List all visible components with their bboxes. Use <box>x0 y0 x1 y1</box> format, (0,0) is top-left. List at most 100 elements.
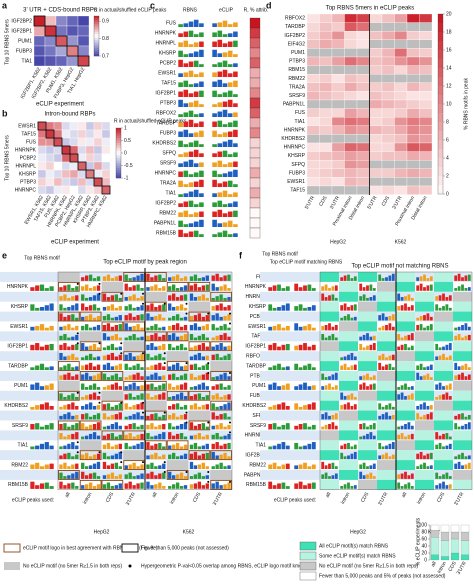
heatmap-cell <box>406 99 420 109</box>
motif-logo-letter <box>189 461 194 469</box>
column-label: 3'UTR <box>329 195 341 210</box>
motif-logo-letter <box>140 314 144 321</box>
motif-logo-letter <box>303 343 307 351</box>
heatmap-cell <box>55 55 68 67</box>
stacked-bar-segment <box>440 531 450 541</box>
motif-logo-letter <box>175 297 180 301</box>
motif-logo-letter <box>175 433 180 440</box>
motif-logo-letter <box>369 377 373 380</box>
match-status-cell <box>453 351 472 362</box>
motif-logo-letter <box>461 277 464 281</box>
motif-logo-letter <box>426 414 430 420</box>
motif-logo-letter <box>199 193 204 197</box>
motif-logo-letter <box>183 233 189 237</box>
hypergeometric-dot <box>142 401 144 404</box>
motif-logo-letter <box>343 404 347 410</box>
motif-logo-letter <box>334 466 338 469</box>
motif-logo-letter <box>419 464 423 469</box>
heatmap-cell <box>69 161 79 171</box>
row-label: HNRNPC <box>155 170 177 176</box>
hypergeometric-dot <box>142 292 144 295</box>
motif-logo-letter <box>223 404 227 410</box>
motif-logo-letter <box>85 466 89 469</box>
cell-line-label: K562 <box>183 529 195 535</box>
heatmap-cell <box>369 134 383 144</box>
motif-logo-letter <box>44 424 49 430</box>
motif-logo-letter <box>150 462 154 469</box>
colorbar-tick-label: 18 <box>446 29 452 35</box>
motif-logo-letter <box>162 446 166 450</box>
motif-logo-letter <box>404 296 407 301</box>
motif-logo-letter <box>331 374 335 380</box>
legend-label: All eCLIP motif(s) match RBNS <box>319 543 389 549</box>
motif-logo-letter <box>49 366 54 371</box>
motif-logo-letter <box>179 335 184 341</box>
column-header: eCLIP <box>219 7 234 13</box>
motif-logo-letter <box>400 305 404 311</box>
motif-logo-letter <box>385 445 388 450</box>
motif-logo-letter <box>378 403 382 410</box>
motif-logo-letter <box>172 387 176 390</box>
motif-logo-letter <box>96 307 101 311</box>
row-label: RBM22 <box>11 462 28 468</box>
x-axis-label: eCLIP experiment <box>36 102 84 108</box>
r-value-cell <box>249 167 261 179</box>
motif-logo-letter <box>114 365 118 370</box>
motif-logo-letter <box>150 325 154 331</box>
motif-logo-letter <box>193 283 198 291</box>
heatmap-cell <box>306 31 320 40</box>
motif-logo-letter <box>172 452 176 460</box>
motif-logo-letter <box>227 171 233 177</box>
motif-logo-letter <box>158 305 162 311</box>
motif-logo-letter <box>193 19 199 27</box>
motif-logo-letter <box>328 335 331 341</box>
motif-logo-letter <box>179 446 184 450</box>
row-label: TIA1 <box>294 119 305 125</box>
motif-logo-letter <box>448 396 452 400</box>
x-tick-label: intron <box>436 560 448 574</box>
heatmap-cell <box>419 108 433 118</box>
motif-logo-letter <box>350 405 354 410</box>
motif-logo-letter <box>128 481 132 489</box>
heatmap-cell <box>419 48 433 58</box>
motif-logo-letter <box>114 436 118 440</box>
motif-logo-letter <box>419 283 423 291</box>
match-status-cell <box>339 291 358 302</box>
motif-logo-letter <box>175 456 180 460</box>
heatmap-cell <box>319 160 333 169</box>
motif-logo-letter <box>179 384 184 390</box>
column-label: 3'UTR <box>125 491 137 506</box>
motif-logo-letter <box>429 412 433 420</box>
motif-logo-letter <box>193 363 198 370</box>
motif-logo-letter <box>110 472 115 479</box>
motif-logo-letter <box>362 347 366 351</box>
motif-logo-letter <box>128 352 132 361</box>
heatmap-cell <box>101 137 111 147</box>
heatmap-cell <box>406 151 420 161</box>
motif-logo-letter <box>63 334 67 341</box>
motif-logo-letter <box>268 304 273 311</box>
motif-logo-letter <box>178 140 183 147</box>
stacked-bar-segment <box>440 524 450 533</box>
match-status-cell <box>377 390 396 401</box>
motif-logo-letter <box>464 275 468 281</box>
motif-logo-letter <box>168 383 172 390</box>
motif-logo-letter <box>92 383 97 390</box>
peaks-used-label: eCLIP peaks used: <box>12 497 54 503</box>
motif-logo-letter <box>233 80 238 87</box>
motif-logo-letter <box>59 446 63 450</box>
motif-logo-letter <box>175 345 180 351</box>
motif-logo-letter <box>285 366 290 371</box>
motif-logo-letter <box>222 52 228 57</box>
motif-logo-letter <box>67 404 71 410</box>
heatmap-cell <box>344 91 358 101</box>
motif-logo-letter <box>114 294 118 301</box>
motif-logo-letter <box>150 471 154 479</box>
motif-logo-letter <box>158 314 162 321</box>
motif-logo-letter <box>385 364 388 370</box>
motif-logo-letter <box>92 326 97 331</box>
motif-logo-letter <box>67 306 71 311</box>
heatmap-cell <box>319 31 333 40</box>
hypergeometric-dot <box>207 471 210 473</box>
motif-logo-letter <box>71 288 75 291</box>
